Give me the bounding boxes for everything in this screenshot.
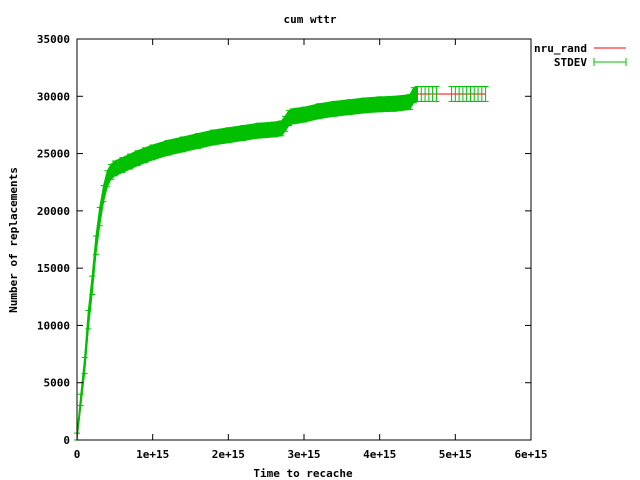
- y-tick-label: 5000: [44, 377, 71, 390]
- x-tick-label: 3e+15: [287, 448, 320, 461]
- y-tick-label: 25000: [37, 148, 70, 161]
- x-tick-label: 5e+15: [439, 448, 472, 461]
- tick-layer: 0 5000 10000 15000 20000 25000 30000 35000 0 1e+1…: [37, 33, 548, 461]
- y-tick-label: 20000: [37, 205, 70, 218]
- legend-label-stdev: STDEV: [554, 56, 587, 69]
- y-tick-label: 0: [63, 434, 70, 447]
- x-tick-label: 4e+15: [363, 448, 396, 461]
- series-line-nru-rand: [76, 93, 486, 441]
- errorbar-band-stdev: [76, 85, 418, 441]
- y-axis-label: Number of replacements: [7, 167, 20, 313]
- x-tick-label: 1e+15: [136, 448, 169, 461]
- legend: nru_rand STDEV: [534, 42, 627, 69]
- errorbar-stdev: [433, 86, 440, 102]
- y-tick-label: 10000: [37, 319, 70, 332]
- series-stdev: [74, 85, 489, 441]
- y-tick-label: 15000: [37, 262, 70, 275]
- legend-label-nru-rand: nru_rand: [534, 42, 587, 55]
- x-tick-label: 0: [74, 448, 81, 461]
- y-tick-label: 35000: [37, 33, 70, 46]
- series-nru-rand: [76, 93, 486, 441]
- legend-swatch-stdev: [593, 58, 627, 66]
- y-tick-label: 30000: [37, 90, 70, 103]
- x-axis-label: Time to recache: [253, 467, 353, 480]
- errorbar-stdev: [482, 86, 489, 102]
- series-layer: [74, 85, 489, 441]
- x-tick-label: 2e+15: [212, 448, 245, 461]
- chart-title: cum wttr: [284, 13, 337, 26]
- x-tick-label: 6e+15: [514, 448, 547, 461]
